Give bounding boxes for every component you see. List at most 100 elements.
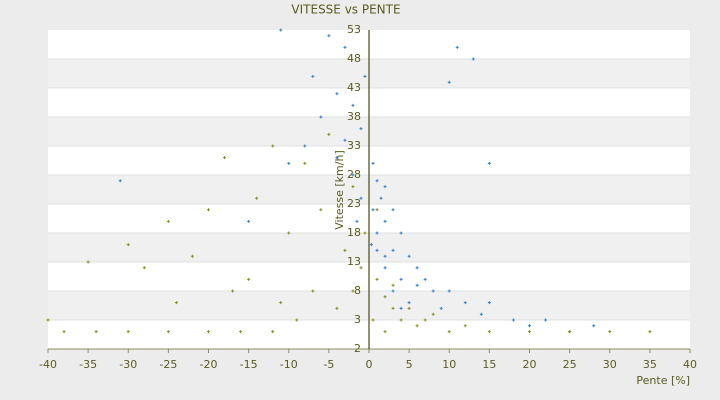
y-tick-label: 3	[354, 313, 361, 326]
point	[447, 80, 451, 84]
point	[371, 161, 375, 165]
y-tick-label: 8	[354, 284, 361, 297]
y-tick-label: 43	[347, 81, 361, 94]
point	[407, 306, 411, 310]
point	[463, 324, 467, 328]
point	[511, 318, 515, 322]
point	[166, 219, 170, 223]
point	[94, 330, 98, 334]
point	[335, 92, 339, 96]
point	[46, 318, 50, 322]
point	[383, 185, 387, 189]
y-tick-label: 53	[347, 23, 361, 36]
x-tick-label: 5	[406, 358, 413, 371]
x-tick-label: -5	[323, 358, 334, 371]
point	[207, 208, 210, 212]
point	[439, 306, 443, 310]
point	[648, 330, 652, 334]
point	[287, 231, 291, 235]
x-tick-label: 20	[523, 358, 537, 371]
x-tick-label: -20	[200, 358, 218, 371]
point	[375, 248, 379, 252]
point	[447, 289, 451, 293]
y-tick-label: 23	[347, 197, 361, 210]
point	[86, 260, 90, 264]
point	[383, 254, 387, 258]
point	[319, 208, 323, 212]
point	[311, 289, 315, 293]
x-tick-label: -30	[119, 358, 137, 371]
point	[528, 324, 531, 328]
point	[247, 277, 251, 281]
point	[391, 306, 395, 310]
point	[391, 283, 395, 287]
point	[391, 208, 395, 212]
point	[568, 330, 572, 334]
point	[303, 161, 307, 165]
point	[343, 248, 347, 252]
point	[359, 266, 363, 270]
point	[399, 231, 403, 235]
point	[455, 45, 459, 49]
point	[126, 330, 130, 334]
y-tick-label: 18	[347, 226, 361, 239]
point	[487, 330, 491, 334]
point	[287, 161, 291, 165]
point	[447, 330, 451, 334]
point	[247, 219, 251, 223]
point	[544, 318, 548, 322]
point	[327, 132, 331, 136]
point	[190, 254, 194, 258]
point	[431, 312, 435, 316]
point	[363, 231, 367, 235]
point	[303, 144, 307, 148]
x-tick-label: 10	[442, 358, 456, 371]
point	[415, 324, 419, 328]
point	[174, 301, 178, 305]
point	[383, 330, 387, 334]
point	[279, 301, 283, 305]
point	[255, 196, 259, 200]
point	[399, 277, 403, 281]
x-tick-label: 30	[603, 358, 617, 371]
point	[363, 74, 367, 78]
point	[423, 277, 427, 281]
point	[223, 156, 227, 160]
point	[126, 243, 130, 247]
y-tick-label: 48	[347, 52, 361, 65]
point	[528, 330, 531, 334]
x-tick-label: -40	[39, 358, 57, 371]
point	[487, 161, 491, 165]
point	[371, 208, 375, 212]
point	[166, 330, 170, 334]
point	[142, 266, 146, 270]
point	[592, 324, 596, 328]
point	[369, 243, 373, 247]
y-tick-label: 38	[347, 110, 361, 123]
point	[391, 248, 395, 252]
point	[415, 283, 419, 287]
x-tick-label: 15	[482, 358, 496, 371]
point	[343, 45, 347, 49]
point	[399, 306, 403, 310]
x-tick-label: -35	[79, 358, 97, 371]
x-tick-label: 35	[643, 358, 657, 371]
x-axis-label: Pente [%]	[636, 374, 690, 387]
point	[375, 277, 379, 281]
point	[351, 185, 355, 189]
y-tick-label: 13	[347, 255, 361, 268]
y-tick-label: 33	[347, 139, 361, 152]
y-axis-label: Vitesse [km/h]	[333, 150, 346, 230]
point	[359, 196, 363, 200]
chart-title: VITESSE vs PENTE	[291, 3, 400, 17]
point	[279, 28, 283, 32]
point	[271, 330, 275, 334]
point	[351, 289, 355, 293]
point	[471, 57, 475, 61]
x-tick-label: -25	[159, 358, 177, 371]
point	[207, 330, 210, 334]
point	[327, 34, 331, 38]
point	[319, 115, 323, 119]
point	[383, 219, 387, 223]
